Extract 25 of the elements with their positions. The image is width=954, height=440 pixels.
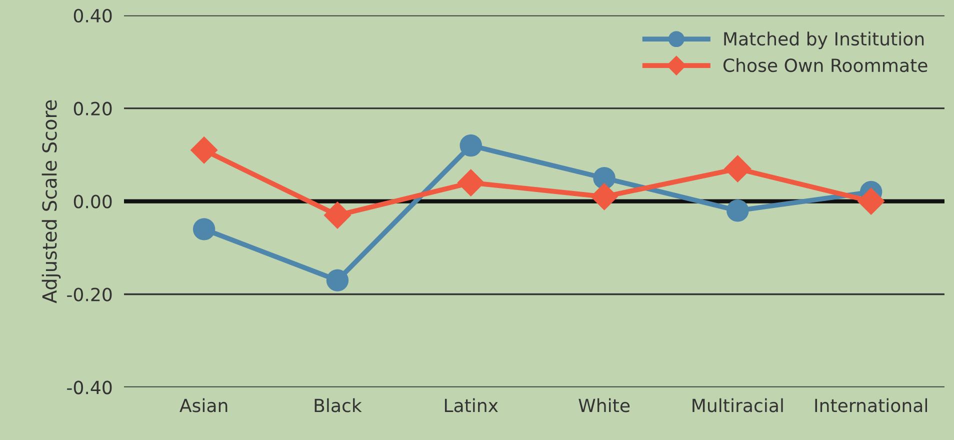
legend-label: Matched by Institution bbox=[724, 32, 924, 50]
y-tick-label: 0.20 bbox=[74, 102, 112, 116]
point bbox=[326, 269, 349, 292]
y-tick-label: -0.40 bbox=[67, 380, 112, 394]
point bbox=[724, 155, 752, 182]
x-tick-label: Black bbox=[314, 398, 362, 412]
x-tick-label: Multiracial bbox=[692, 398, 783, 412]
point bbox=[590, 183, 618, 210]
x-tick-label: International bbox=[815, 398, 928, 412]
point bbox=[324, 202, 351, 229]
y-axis-title: Adjusted Scale Score bbox=[42, 100, 61, 304]
point bbox=[457, 169, 484, 196]
y-tick-label: -0.20 bbox=[67, 288, 112, 302]
point bbox=[726, 199, 749, 222]
y-tick-label: 0.00 bbox=[74, 194, 112, 208]
point bbox=[593, 166, 616, 190]
x-tick-label: White bbox=[578, 398, 630, 412]
y-tick-label: 0.40 bbox=[74, 8, 112, 23]
x-tick-label: Asian bbox=[180, 398, 228, 412]
x-tick-label: Latinx bbox=[444, 398, 498, 412]
legend-label: Chose Own Roommate bbox=[723, 58, 928, 72]
point bbox=[460, 134, 482, 157]
point bbox=[858, 188, 885, 215]
point bbox=[190, 136, 218, 164]
point bbox=[192, 218, 216, 240]
